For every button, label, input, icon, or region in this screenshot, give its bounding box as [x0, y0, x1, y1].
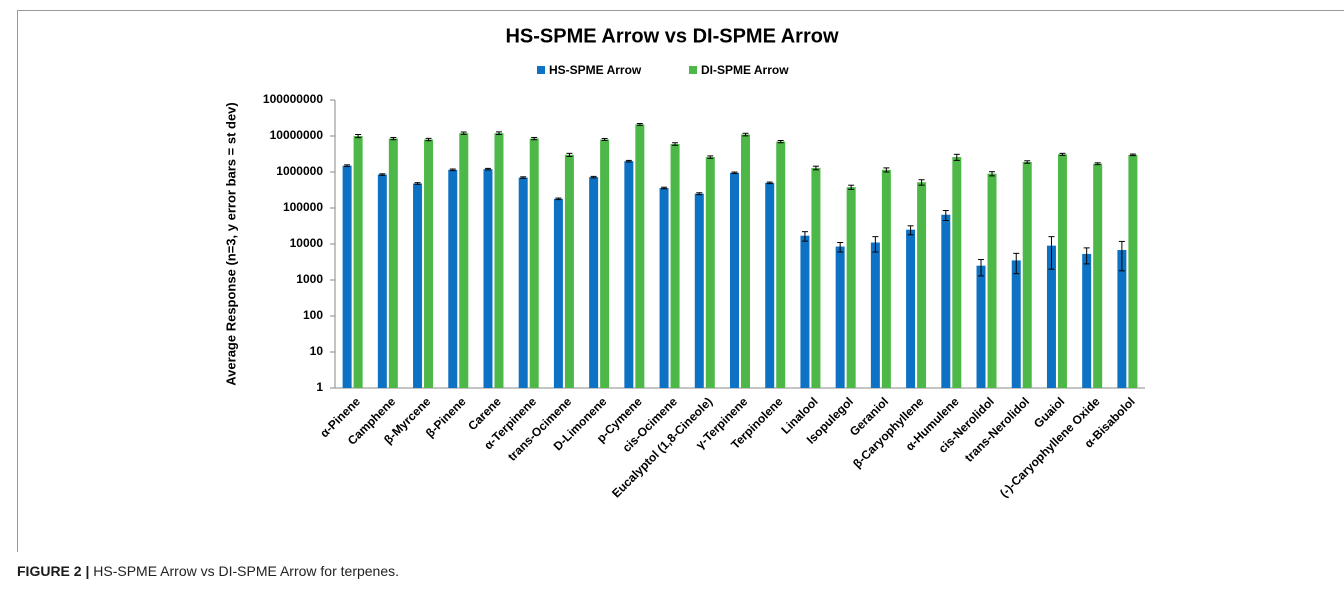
caption: FIGURE 2 | HS-SPME Arrow vs DI-SPME Arro…	[17, 563, 399, 579]
legend-swatch	[689, 66, 697, 74]
bar	[388, 138, 398, 388]
y-tick-label: 100000000	[263, 92, 323, 106]
bar	[941, 214, 951, 388]
bar	[448, 169, 458, 388]
bar	[835, 246, 845, 388]
legend-swatch	[537, 66, 545, 74]
bar	[670, 143, 680, 388]
bar	[635, 124, 645, 388]
y-tick-label: 10	[310, 344, 324, 358]
bar	[976, 265, 986, 388]
bar	[694, 193, 704, 388]
bar	[600, 139, 610, 388]
bar	[705, 157, 715, 388]
bar	[483, 169, 493, 388]
caption-text: HS-SPME Arrow vs DI-SPME Arrow for terpe…	[93, 563, 400, 579]
bar	[1011, 260, 1021, 388]
y-axis-label: Average Response (n=3, y error bars = st…	[223, 102, 238, 385]
bar	[870, 242, 880, 388]
bar	[1022, 161, 1032, 388]
chart: HS-SPME Arrow vs DI-SPME Arrow Average R…	[17, 10, 1344, 552]
chart-title: HS-SPME Arrow vs DI-SPME Arrow	[505, 25, 838, 47]
bar	[353, 136, 363, 388]
y-tick-label: 100	[303, 308, 323, 322]
bar	[342, 165, 352, 388]
bar	[1082, 253, 1092, 388]
bar	[518, 177, 528, 388]
bar	[564, 154, 574, 388]
bar	[553, 198, 563, 388]
bar	[776, 141, 786, 388]
bar	[589, 177, 599, 388]
bar	[881, 169, 891, 388]
bar	[800, 235, 810, 388]
y-tick-label: 1	[316, 380, 323, 394]
y-tick-label: 10000000	[270, 128, 324, 142]
bar	[1046, 245, 1056, 388]
bar	[846, 187, 856, 388]
bar	[494, 133, 504, 388]
bar	[765, 182, 775, 388]
bar	[811, 167, 821, 388]
bar	[906, 229, 916, 388]
bar	[952, 157, 962, 388]
bar	[459, 133, 469, 388]
bar	[377, 174, 387, 388]
bar	[424, 139, 434, 388]
bar	[659, 187, 669, 388]
bar	[987, 173, 997, 388]
bar	[1093, 163, 1103, 388]
caption-label: FIGURE 2 |	[17, 563, 90, 579]
bar	[741, 134, 750, 388]
bar	[529, 138, 539, 388]
y-tick-label: 1000	[296, 272, 323, 286]
bar	[730, 172, 739, 388]
y-tick-label: 10000	[290, 236, 324, 250]
bar	[917, 182, 927, 388]
bar	[1117, 250, 1127, 388]
bar	[413, 183, 423, 388]
y-tick-label: 100000	[283, 200, 323, 214]
legend-label: HS-SPME Arrow	[549, 63, 642, 77]
x-tick-label: trans-Nerolidol	[962, 394, 1032, 464]
bar	[624, 161, 634, 388]
legend-label: DI-SPME Arrow	[701, 63, 789, 77]
y-tick-label: 1000000	[276, 164, 323, 178]
bar	[1128, 154, 1138, 388]
bar	[1057, 154, 1067, 388]
